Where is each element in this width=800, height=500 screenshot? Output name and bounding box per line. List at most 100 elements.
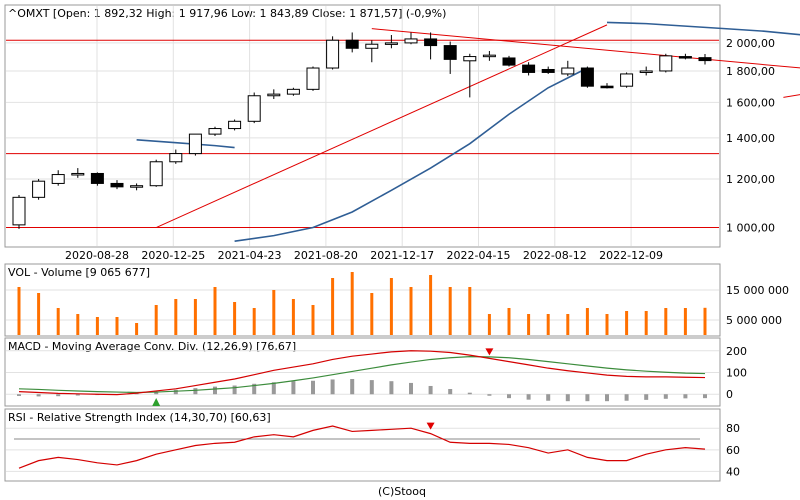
volume-bar xyxy=(664,308,668,335)
volume-bar xyxy=(389,278,393,335)
signal-line xyxy=(18,356,706,394)
histogram-bar xyxy=(624,394,629,401)
down-candle-body xyxy=(678,56,692,59)
volume-bar xyxy=(76,314,80,335)
candle xyxy=(345,32,359,53)
buy-signal-marker xyxy=(152,398,161,406)
volume-bar xyxy=(625,311,629,335)
volume-gridlines xyxy=(6,289,719,321)
candle xyxy=(424,32,438,60)
candle xyxy=(208,126,222,137)
down-candle-body xyxy=(600,85,614,89)
up-candle-body xyxy=(12,196,26,226)
up-candle-body xyxy=(267,93,281,97)
up-candle-body xyxy=(247,95,261,122)
down-candle-body xyxy=(580,67,594,87)
rsi-sell-marker xyxy=(426,422,435,430)
volume-y-axis: 5 000 000 15 000 000 xyxy=(726,284,789,327)
up-candle-body xyxy=(169,153,183,163)
rsi-y-axis: 40 60 80 xyxy=(726,422,740,478)
rsi-panel: RSI - Relative Strength Index (14,30,70)… xyxy=(4,408,740,482)
footer-credit: (C)Stooq xyxy=(378,485,426,498)
price-gridlines xyxy=(6,6,719,246)
up-candle-body xyxy=(326,39,340,69)
volume-bar xyxy=(115,317,119,335)
up-candle-body xyxy=(188,133,202,155)
histogram-bar xyxy=(585,394,590,402)
volume-bar xyxy=(409,287,413,335)
down-candle-body xyxy=(110,182,124,188)
rsi-gridlines xyxy=(6,427,719,472)
candle xyxy=(463,53,477,98)
price-horizontal-levels xyxy=(6,39,719,229)
histogram-bar xyxy=(173,389,178,395)
volume-bar xyxy=(95,317,99,335)
up-candle-body xyxy=(482,54,496,58)
volume-panel-frame xyxy=(4,263,721,337)
volume-bar xyxy=(193,299,197,335)
histogram-bar xyxy=(526,394,531,400)
price-panel-frame xyxy=(4,4,721,248)
volume-bar xyxy=(546,314,550,335)
price-tick-label: 1 000,00 xyxy=(726,222,775,235)
volume-bar xyxy=(56,308,60,335)
trend-line xyxy=(155,24,608,228)
down-candle-body xyxy=(345,39,359,49)
date-tick-label: 2022-08-12 xyxy=(523,249,587,262)
date-tick-label: 2020-12-25 xyxy=(141,249,205,262)
up-candle-body xyxy=(639,70,653,73)
macd-y-axis: 0 100 200 xyxy=(726,345,747,401)
rsi-panel-frame xyxy=(4,408,721,482)
histogram-bar xyxy=(291,381,296,395)
histogram-bar xyxy=(56,394,61,397)
down-candle-body xyxy=(541,68,555,73)
volume-bar xyxy=(683,308,687,335)
candle xyxy=(267,89,281,100)
candle xyxy=(600,83,614,89)
histogram-bar xyxy=(703,394,707,399)
down-candle-body xyxy=(698,57,712,62)
volume-bar xyxy=(370,293,374,335)
rsi-lines xyxy=(18,425,706,469)
histogram-bar xyxy=(252,383,257,395)
up-candle-body xyxy=(306,67,320,90)
volume-bar xyxy=(350,272,354,335)
histogram-bar xyxy=(369,380,374,395)
histogram-bar xyxy=(350,379,355,395)
date-tick-label: 2021-12-17 xyxy=(370,249,434,262)
sell-signal-marker xyxy=(485,348,494,356)
candle xyxy=(541,66,555,74)
volume-bar xyxy=(331,278,335,335)
date-tick-label: 2021-04-23 xyxy=(218,249,282,262)
histogram-bar xyxy=(311,380,315,395)
candle xyxy=(404,32,418,45)
candle xyxy=(110,180,124,190)
price-tick-label: 1 400,00 xyxy=(726,132,775,145)
date-tick-label: 2020-08-28 xyxy=(65,249,129,262)
volume-bar xyxy=(468,287,472,335)
histogram-bar xyxy=(467,392,472,395)
volume-bar xyxy=(585,308,589,335)
candle xyxy=(620,72,634,88)
candle xyxy=(326,36,340,70)
up-candle-body xyxy=(228,120,242,130)
down-candle-body xyxy=(90,172,104,184)
price-tick-label: 1 600,00 xyxy=(726,96,775,109)
up-candle-body xyxy=(365,43,379,49)
volume-bar xyxy=(252,308,256,335)
up-candle-body xyxy=(463,56,477,62)
histogram-bar xyxy=(36,394,41,397)
macd-histogram xyxy=(17,379,707,402)
macd-lines xyxy=(18,350,706,396)
candle xyxy=(698,54,712,65)
down-candle-body xyxy=(522,64,536,73)
volume-bar xyxy=(644,311,648,335)
volume-bar xyxy=(487,314,491,335)
candle xyxy=(365,40,379,63)
rsi-panel-title: RSI - Relative Strength Index (14,30,70)… xyxy=(8,411,271,424)
histogram-bar xyxy=(409,382,413,395)
volume-bar xyxy=(37,293,41,335)
volume-bar xyxy=(174,299,178,335)
trend-line xyxy=(783,94,800,98)
